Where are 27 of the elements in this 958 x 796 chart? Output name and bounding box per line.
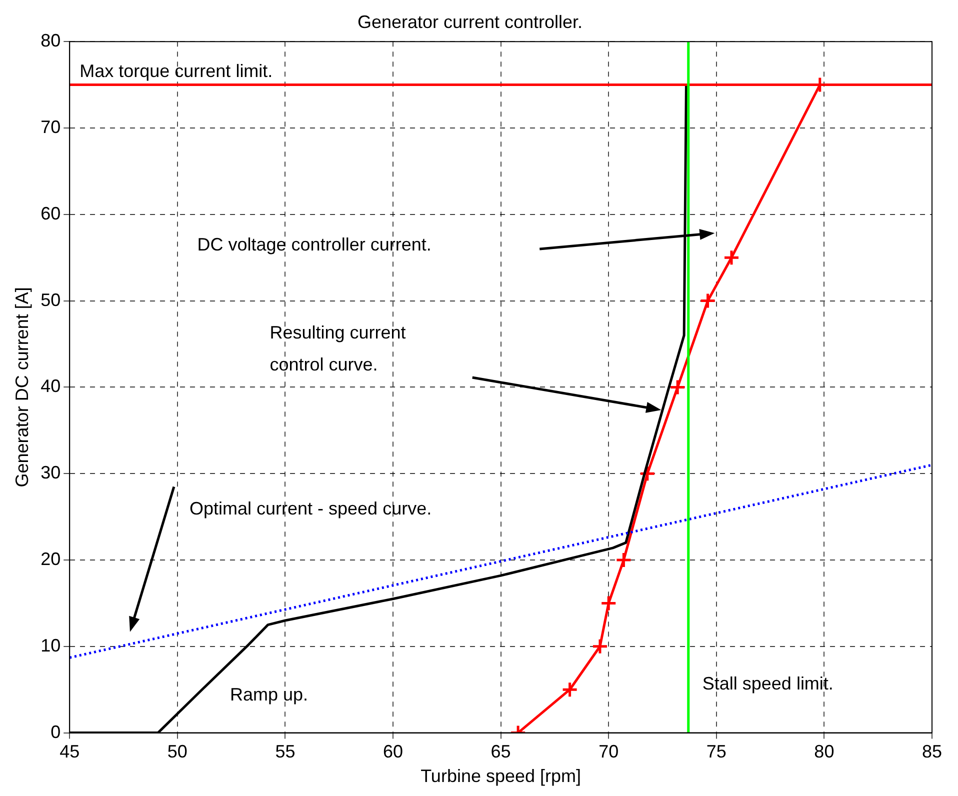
y-tick-label: 80 [40,30,61,51]
x-tick-label: 65 [490,742,511,762]
x-tick-label: 45 [60,742,80,762]
x-tick-label: 60 [383,742,404,762]
x-tick-label: 85 [922,742,942,762]
x-tick-label: 55 [275,742,296,762]
y-tick-label: 50 [40,290,61,310]
y-tick-label: 40 [40,376,61,396]
y-tick-label: 70 [40,116,61,137]
ref-line-label: Max torque current limit. [80,60,273,81]
y-tick-label: 20 [40,548,61,569]
annotation: DC voltage controller current. [197,234,432,254]
x-tick-label: 50 [167,742,188,762]
x-axis-title: Turbine speed [rpm] [420,766,582,786]
x-tick-label: 70 [598,742,619,762]
annotation: Resulting current control curve. [270,322,406,374]
chart-title: Generator current controller. [357,12,583,32]
x-tick-label: 80 [814,742,834,762]
annotation: Optimal current - speed curve. [189,498,432,519]
y-tick-label: 10 [40,635,61,656]
ref-line-label: Stall speed limit. [702,673,834,694]
y-axis-title: Generator DC current [A] [12,287,32,488]
y-tick-label: 30 [40,462,61,483]
y-tick-label: 0 [50,722,61,742]
y-tick-label: 60 [40,203,61,224]
annotation: Ramp up. [230,684,308,704]
x-tick-label: 75 [706,742,726,762]
